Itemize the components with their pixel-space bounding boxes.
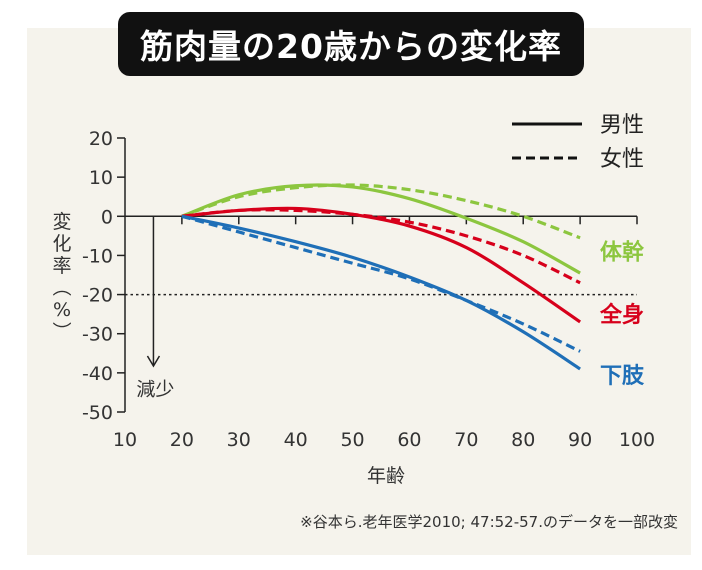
- series-group-label: 体幹: [600, 240, 645, 266]
- series-line-dashed: [181, 183, 581, 240]
- x-tick-label: 100: [619, 429, 655, 451]
- y-tick-label: -30: [82, 324, 113, 346]
- decrease-arrow-head: [146, 355, 161, 368]
- y-axis-label-char: （: [50, 277, 72, 296]
- x-tick-label: 80: [511, 429, 535, 451]
- x-tick-label: 50: [340, 429, 364, 451]
- y-axis-label-char: 率: [52, 255, 71, 277]
- x-tick-label: 90: [568, 429, 592, 451]
- y-tick-label: -50: [82, 402, 113, 424]
- legend-label: 男性: [600, 113, 644, 138]
- y-axis-label-char: %: [53, 299, 71, 321]
- series-group-label: 全身: [599, 302, 644, 328]
- legend-label: 女性: [600, 147, 644, 172]
- x-tick-label: 10: [113, 429, 137, 451]
- decrease-label: 減少: [136, 378, 174, 400]
- series-line-dashed: [181, 208, 581, 285]
- x-axis-label: 年齢: [367, 465, 405, 487]
- y-axis-label-char: 変: [52, 211, 71, 233]
- series-line-dashed: [181, 214, 581, 353]
- y-tick-label: 20: [89, 128, 113, 150]
- footnote: ※谷本ら.老年医学2010; 47:52-57.のデータを一部改変: [300, 513, 678, 531]
- y-tick-label: -10: [82, 245, 113, 267]
- series-group-label: 下肢: [600, 364, 645, 389]
- x-tick-label: 20: [170, 429, 194, 451]
- y-axis-label-char: ）: [50, 321, 72, 340]
- x-tick-label: 70: [454, 429, 478, 451]
- chart-panel: [27, 28, 691, 555]
- x-tick-label: 40: [284, 429, 308, 451]
- y-tick-label: 10: [89, 167, 113, 189]
- y-axis-label-char: 化: [52, 233, 71, 255]
- chart-title: 筋肉量の20歳からの変化率: [118, 12, 584, 76]
- y-tick-label: -20: [82, 285, 113, 307]
- series-line-solid: [181, 183, 581, 275]
- y-tick-label: 0: [101, 206, 113, 228]
- y-tick-label: -40: [82, 363, 113, 385]
- x-tick-label: 60: [397, 429, 421, 451]
- x-tick-label: 30: [227, 429, 251, 451]
- series-line-solid: [181, 214, 581, 371]
